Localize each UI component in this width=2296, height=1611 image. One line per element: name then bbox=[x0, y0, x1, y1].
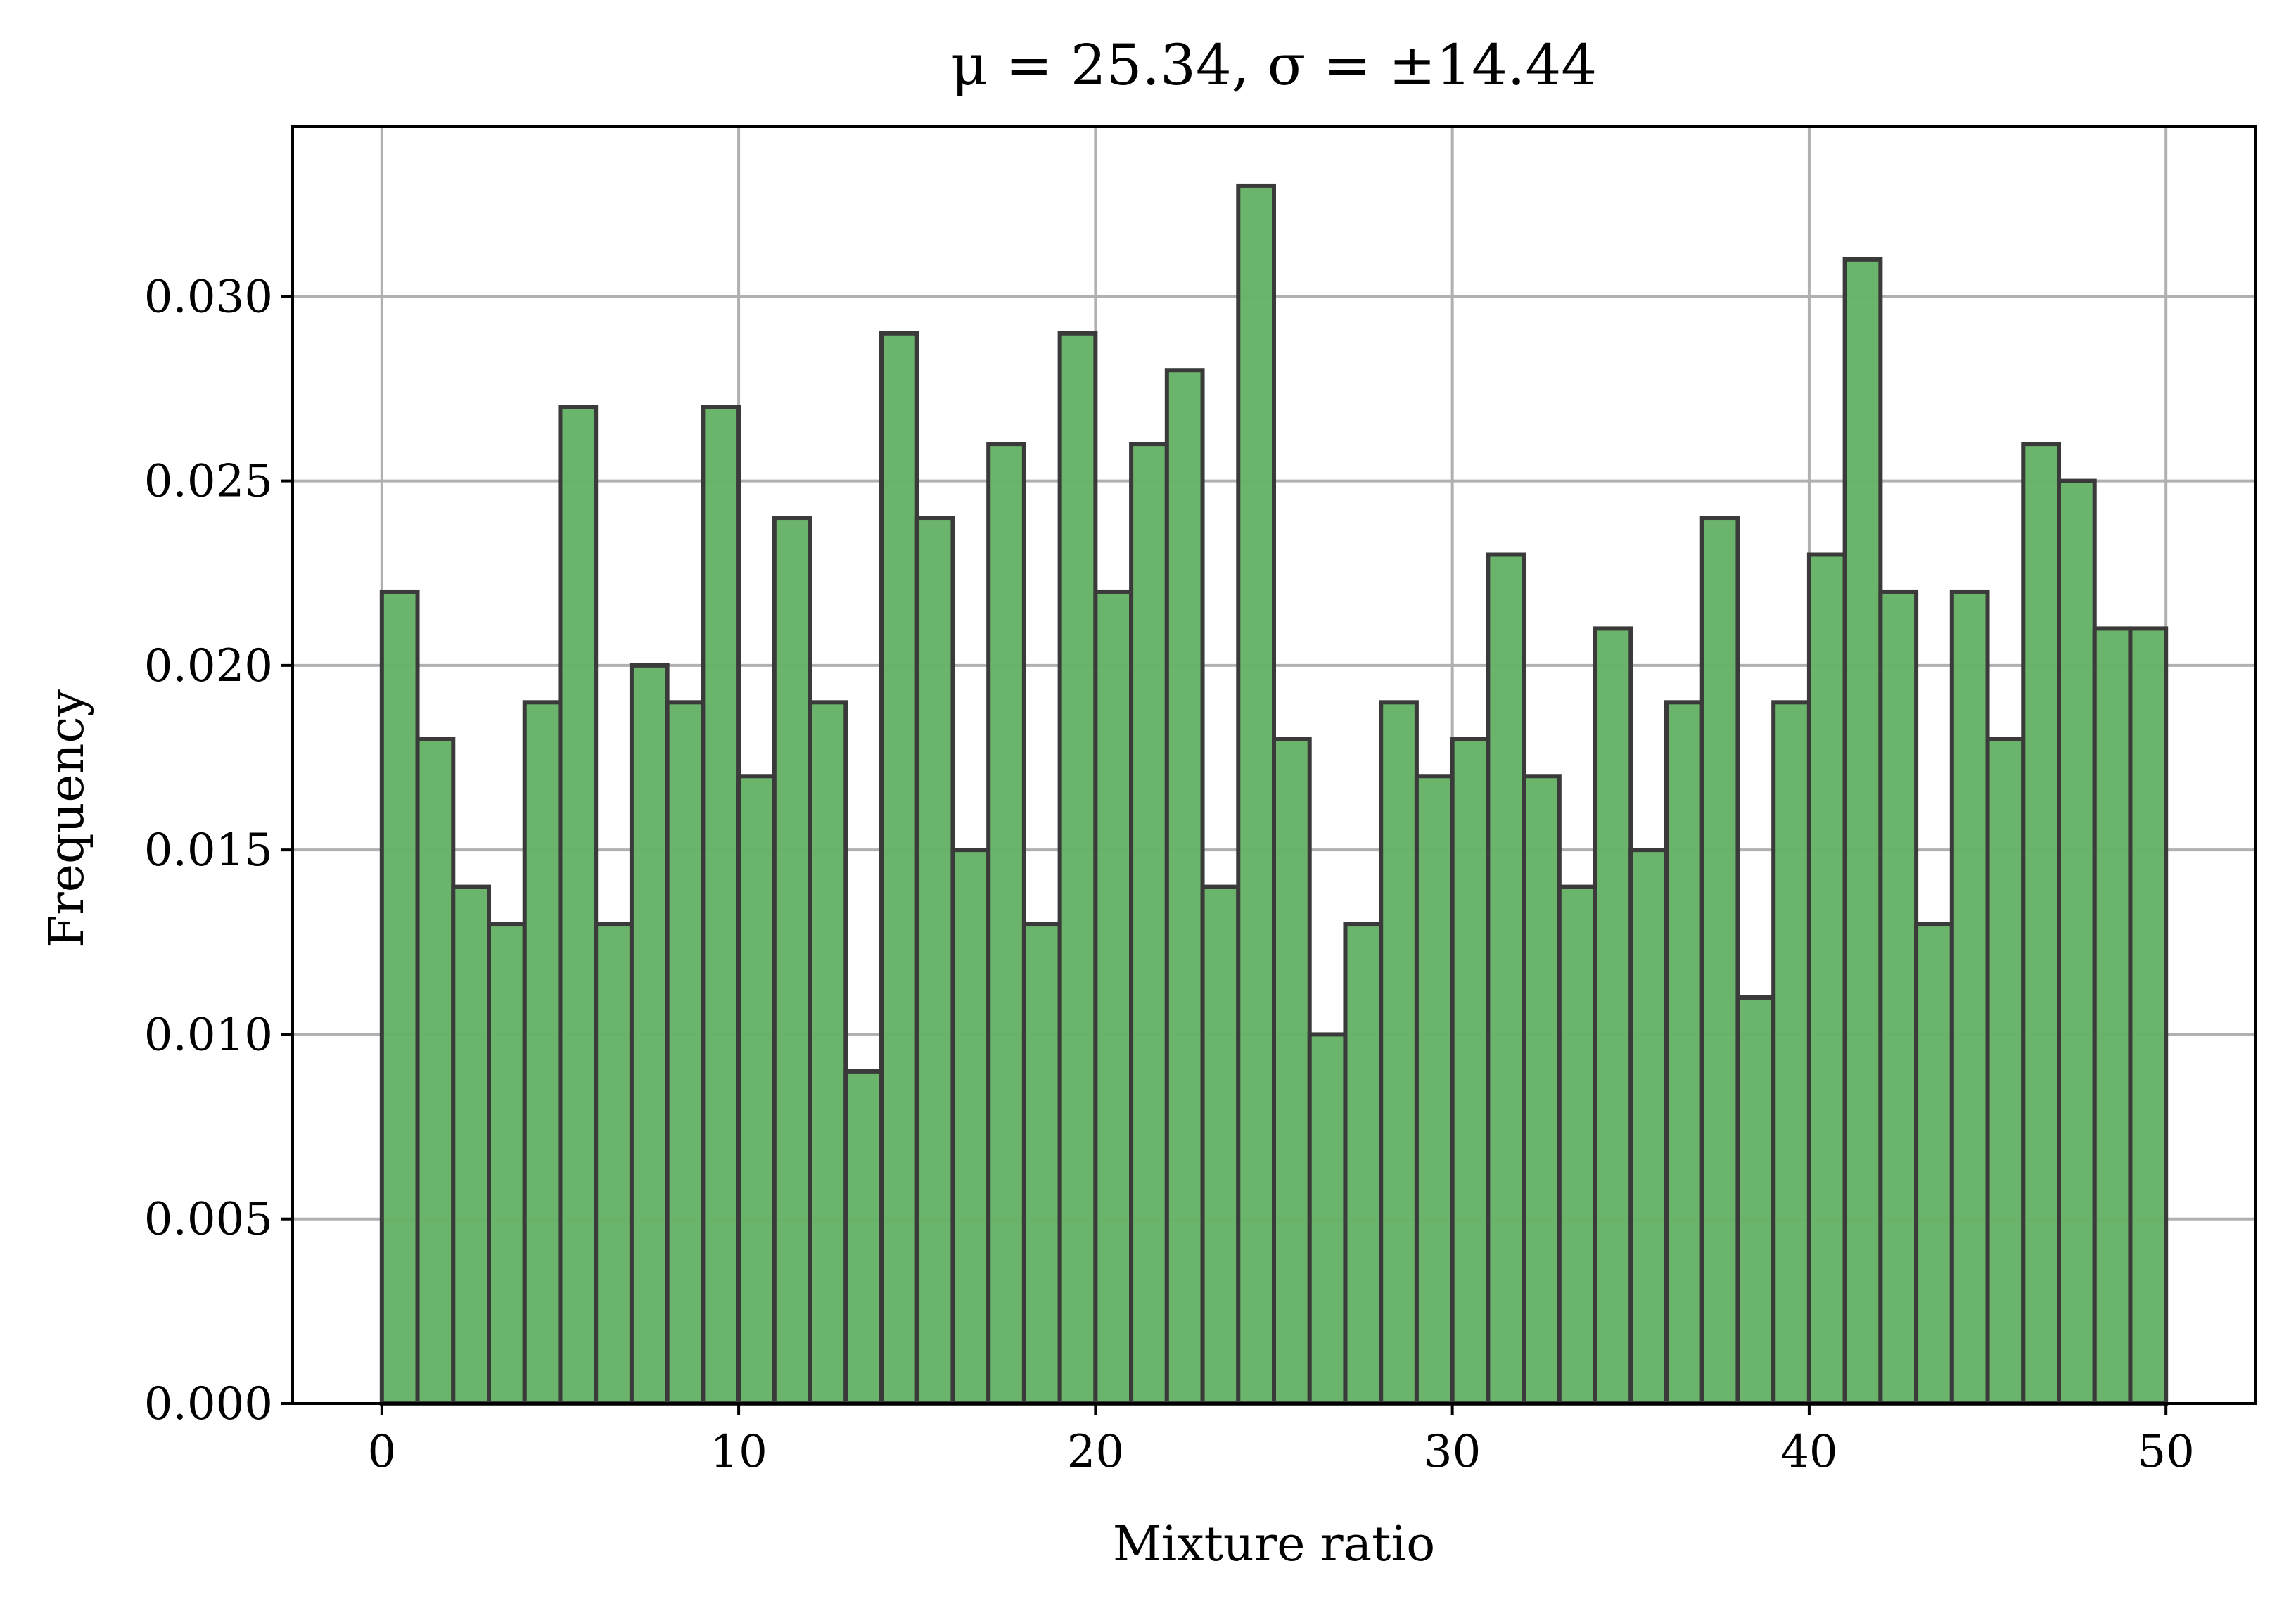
ticks-layer: 0 10 20 30 40 50 0.000 0.005 0.010 0.015 0.020 0.02… bbox=[144, 271, 2195, 1478]
histogram-bar bbox=[2021, 442, 2061, 1406]
histogram-bar bbox=[1664, 700, 1704, 1406]
y-tick-label: 0.025 bbox=[144, 456, 273, 508]
histogram-bar bbox=[594, 922, 634, 1406]
x-tick-label: 30 bbox=[1424, 1426, 1481, 1478]
y-tick-label: 0.015 bbox=[144, 824, 273, 877]
histogram-bar bbox=[1272, 737, 1312, 1406]
histogram-bar bbox=[736, 774, 777, 1406]
y-tick-label: 0.020 bbox=[144, 640, 273, 692]
histogram-bar bbox=[2092, 626, 2133, 1406]
y-axis-label: Frequency bbox=[39, 689, 95, 948]
histogram-bar bbox=[1164, 368, 1205, 1406]
histogram-bar bbox=[1200, 884, 1241, 1406]
histogram-bar bbox=[2057, 478, 2097, 1406]
histogram-bar bbox=[1914, 922, 1954, 1406]
histogram-bar bbox=[772, 516, 812, 1406]
histogram-bar bbox=[1093, 589, 1134, 1406]
y-tick-label: 0.005 bbox=[144, 1194, 273, 1246]
histogram-bar bbox=[379, 589, 420, 1406]
histogram-bar bbox=[1021, 922, 1062, 1406]
x-tick-label: 50 bbox=[2137, 1426, 2194, 1478]
histogram-bar bbox=[665, 700, 706, 1406]
histogram-bar bbox=[1985, 737, 2026, 1406]
histogram-bar bbox=[1236, 183, 1276, 1406]
histogram-bar bbox=[701, 405, 741, 1406]
histogram-bar bbox=[843, 1069, 884, 1406]
histogram-bar bbox=[1806, 552, 1847, 1406]
x-tick-label: 20 bbox=[1067, 1426, 1124, 1478]
histogram-bar bbox=[950, 848, 991, 1406]
histogram-bar bbox=[1557, 884, 1597, 1406]
y-tick-label: 0.000 bbox=[144, 1378, 273, 1430]
x-tick-label: 40 bbox=[1780, 1426, 1837, 1478]
chart-title: μ = 25.34, σ = ±14.44 bbox=[951, 32, 1597, 98]
axis-frame bbox=[291, 125, 2257, 1405]
histogram-bar bbox=[879, 331, 919, 1406]
histogram-bar bbox=[1414, 774, 1455, 1406]
histogram-bar bbox=[1129, 442, 1169, 1406]
histogram-bar bbox=[1735, 995, 1776, 1406]
histogram-bar bbox=[1450, 737, 1491, 1406]
x-tick-label: 10 bbox=[710, 1426, 767, 1478]
histogram-bar bbox=[808, 700, 848, 1406]
histogram-bar bbox=[914, 516, 955, 1406]
histogram-bar bbox=[1628, 848, 1669, 1406]
histogram-bar bbox=[1307, 1032, 1348, 1406]
histogram-bar bbox=[1343, 922, 1384, 1406]
histogram-bar bbox=[487, 922, 527, 1406]
x-axis-label: Mixture ratio bbox=[1113, 1517, 1435, 1572]
histogram-bar bbox=[1486, 552, 1526, 1406]
histogram-bar bbox=[1949, 589, 1990, 1406]
histogram-bar bbox=[522, 700, 563, 1406]
histogram-bar bbox=[1771, 700, 1811, 1406]
y-tick-label: 0.030 bbox=[144, 271, 273, 323]
histogram-bar bbox=[629, 663, 670, 1406]
histogram-bar bbox=[2128, 626, 2169, 1406]
histogram-bar bbox=[1878, 589, 1919, 1406]
x-tick-label: 0 bbox=[367, 1426, 396, 1478]
bars-layer bbox=[379, 183, 2169, 1406]
histogram-bar bbox=[1379, 700, 1419, 1406]
histogram-bar bbox=[1522, 774, 1562, 1406]
histogram-bar bbox=[986, 442, 1026, 1406]
histogram-bar bbox=[1699, 516, 1740, 1406]
histogram-bar bbox=[1057, 331, 1098, 1406]
histogram-bar bbox=[415, 737, 456, 1406]
histogram-bar bbox=[1842, 257, 1883, 1406]
histogram-bar bbox=[451, 884, 491, 1406]
y-tick-label: 0.010 bbox=[144, 1009, 273, 1061]
histogram-bar bbox=[1593, 626, 1633, 1406]
histogram-bar bbox=[558, 405, 599, 1406]
